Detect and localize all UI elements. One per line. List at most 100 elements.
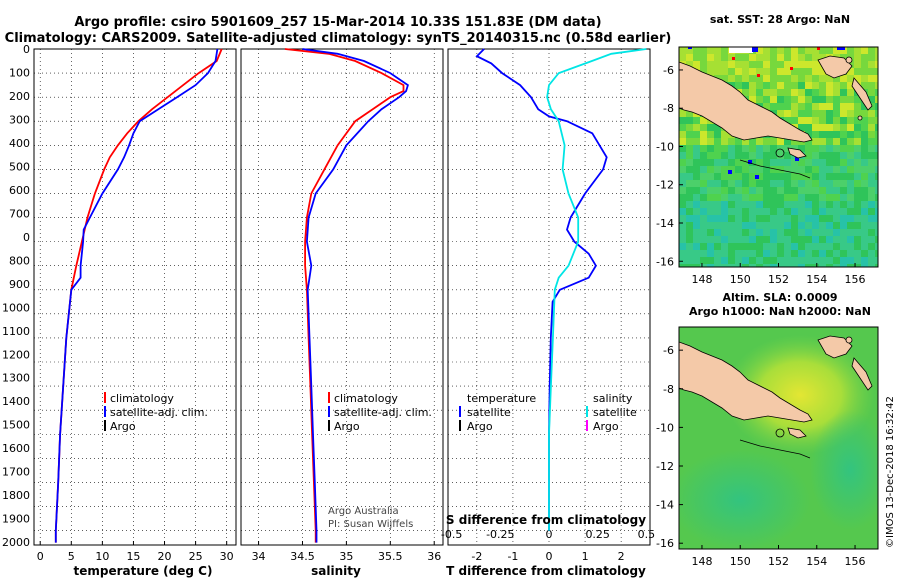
sst-cell: [805, 187, 812, 194]
sst-cell: [770, 180, 777, 187]
sst-cell: [749, 61, 756, 68]
sst-cell: [812, 110, 819, 117]
legend-swatch-s-satellite: [586, 406, 588, 417]
sst-cell: [721, 68, 728, 75]
sst-cell: [728, 138, 735, 145]
sst-cell: [749, 166, 756, 173]
sst-cell: [770, 54, 777, 61]
sst-cell: [819, 75, 826, 82]
latitude-label: -16: [656, 537, 674, 550]
sst-cell: [819, 54, 826, 61]
sst-cell: [749, 54, 756, 61]
sst-cell: [714, 194, 721, 201]
sst-cell: [679, 124, 686, 131]
depth-tick-label: 1000: [2, 301, 30, 314]
sst-cell: [805, 96, 812, 103]
salinity-x-tick-labels: 34 34.5 35 35.5 36: [252, 550, 442, 563]
sst-cell: [742, 54, 749, 61]
temperature-panel: 0100200300400500600700080090010001100120…: [2, 43, 237, 578]
sst-cell: [700, 194, 707, 201]
sst-cell: [679, 229, 686, 236]
sst-cell: [693, 138, 700, 145]
x-tick-label: 36: [427, 550, 441, 563]
sst-cell: [735, 54, 742, 61]
sst-cell: [728, 54, 735, 61]
sst-cell: [763, 47, 770, 54]
sst-cell: [686, 110, 693, 117]
salinity-legend: climatology satellite-adj. clim. Argo: [328, 392, 432, 433]
sst-cell: [763, 180, 770, 187]
sst-cell: [784, 250, 791, 257]
sst-cell: [805, 194, 812, 201]
sst-cell: [819, 124, 826, 131]
sst-cell: [735, 250, 742, 257]
sst-cell: [826, 236, 833, 243]
sst-cell: [798, 166, 805, 173]
depth-tick-label: 1800: [2, 489, 30, 502]
sst-cell: [763, 152, 770, 159]
sst-cell: [742, 208, 749, 215]
imos-watermark: ©IMOS 13-Dec-2018 16:32:42: [885, 396, 896, 548]
sst-cell: [875, 250, 878, 257]
sst-cell: [714, 166, 721, 173]
sst-cell: [840, 222, 847, 229]
sst-cell: [700, 47, 707, 54]
sst-cell: [854, 131, 861, 138]
sst-cell: [763, 243, 770, 250]
sst-cell: [854, 124, 861, 131]
sst-cell: [679, 215, 686, 222]
sst-cell: [812, 166, 819, 173]
sst-cell: [805, 138, 812, 145]
sst-cell: [693, 117, 700, 124]
sst-cell: [777, 215, 784, 222]
sst-cell: [805, 152, 812, 159]
sst-cell: [833, 180, 840, 187]
sst-cell: [791, 208, 798, 215]
sst-cell: [819, 215, 826, 222]
sst-cell: [854, 54, 861, 61]
sst-cell: [791, 117, 798, 124]
longitude-label: 152: [768, 555, 789, 568]
sst-cell: [819, 264, 826, 267]
sst-bathymetry-contour: [739, 159, 811, 179]
sst-cell: [826, 250, 833, 257]
sst-cell: [833, 257, 840, 264]
sst-cell: [833, 159, 840, 166]
sst-cell: [868, 159, 875, 166]
sst-cell: [784, 208, 791, 215]
depth-tick-label: 0: [23, 43, 30, 56]
sst-cell: [847, 264, 854, 267]
sst-cell: [861, 236, 868, 243]
sst-cell: [707, 208, 714, 215]
sst-cell: [679, 166, 686, 173]
sst-cell: [854, 145, 861, 152]
sst-cell: [707, 215, 714, 222]
sst-cell: [735, 180, 742, 187]
sst-cell: [805, 75, 812, 82]
sst-cell: [812, 152, 819, 159]
sst-cell: [875, 138, 878, 145]
sst-cell: [861, 131, 868, 138]
x-tick-label: 0: [37, 550, 44, 563]
sst-cell: [693, 236, 700, 243]
sst-cell: [714, 47, 721, 54]
sst-cell: [686, 54, 693, 61]
sst-cell: [770, 68, 777, 75]
s-difference-x-tick-labels: -0.5 -0.25 0 0.25 0.5: [441, 528, 655, 541]
sst-cell: [735, 201, 742, 208]
sst-cell: [700, 257, 707, 264]
sst-cell: [875, 229, 878, 236]
sst-cell: [777, 208, 784, 215]
sst-cell: [749, 145, 756, 152]
depth-tick-label: 1600: [2, 442, 30, 455]
sst-cell: [707, 180, 714, 187]
sst-cell: [763, 103, 770, 110]
sst-cell: [735, 75, 742, 82]
sst-cell: [686, 173, 693, 180]
sst-cell: [798, 173, 805, 180]
sst-cell: [812, 145, 819, 152]
sst-cell: [742, 159, 749, 166]
sst-cell: [721, 194, 728, 201]
sst-cell: [714, 152, 721, 159]
sst-cell: [847, 250, 854, 257]
